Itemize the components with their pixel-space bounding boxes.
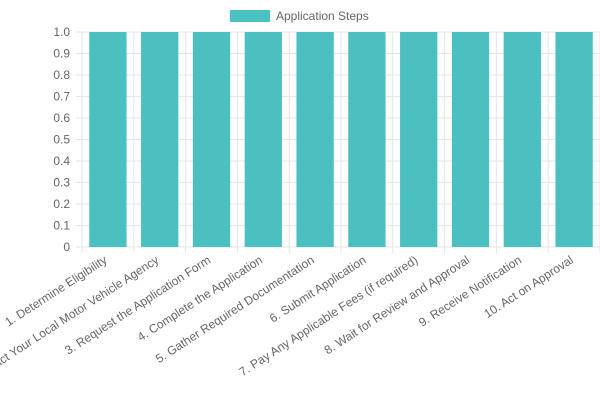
y-tick-label: 0.5 bbox=[53, 133, 70, 147]
bar bbox=[89, 32, 127, 247]
y-tick-label: 0 bbox=[63, 240, 70, 254]
x-tick-label: 10. Act on Approval bbox=[481, 253, 575, 321]
y-tick-label: 1.0 bbox=[53, 25, 70, 39]
bar bbox=[503, 32, 541, 247]
bar bbox=[348, 32, 386, 247]
bar bbox=[296, 32, 334, 247]
bar bbox=[141, 32, 179, 247]
y-tick-label: 0.3 bbox=[53, 176, 70, 190]
legend-swatch bbox=[230, 10, 270, 22]
bar bbox=[400, 32, 438, 247]
y-tick-label: 0.9 bbox=[53, 47, 70, 61]
y-tick-label: 0.4 bbox=[53, 154, 70, 168]
y-tick-label: 0.1 bbox=[53, 219, 70, 233]
bar bbox=[244, 32, 282, 247]
bar bbox=[192, 32, 231, 247]
y-tick-label: 0.2 bbox=[53, 197, 70, 211]
bar bbox=[451, 32, 490, 247]
legend-label: Application Steps bbox=[276, 9, 369, 23]
y-tick-label: 0.8 bbox=[53, 68, 70, 82]
y-tick-label: 0.7 bbox=[53, 90, 70, 104]
bar bbox=[555, 32, 593, 247]
y-tick-label: 0.6 bbox=[53, 111, 70, 125]
